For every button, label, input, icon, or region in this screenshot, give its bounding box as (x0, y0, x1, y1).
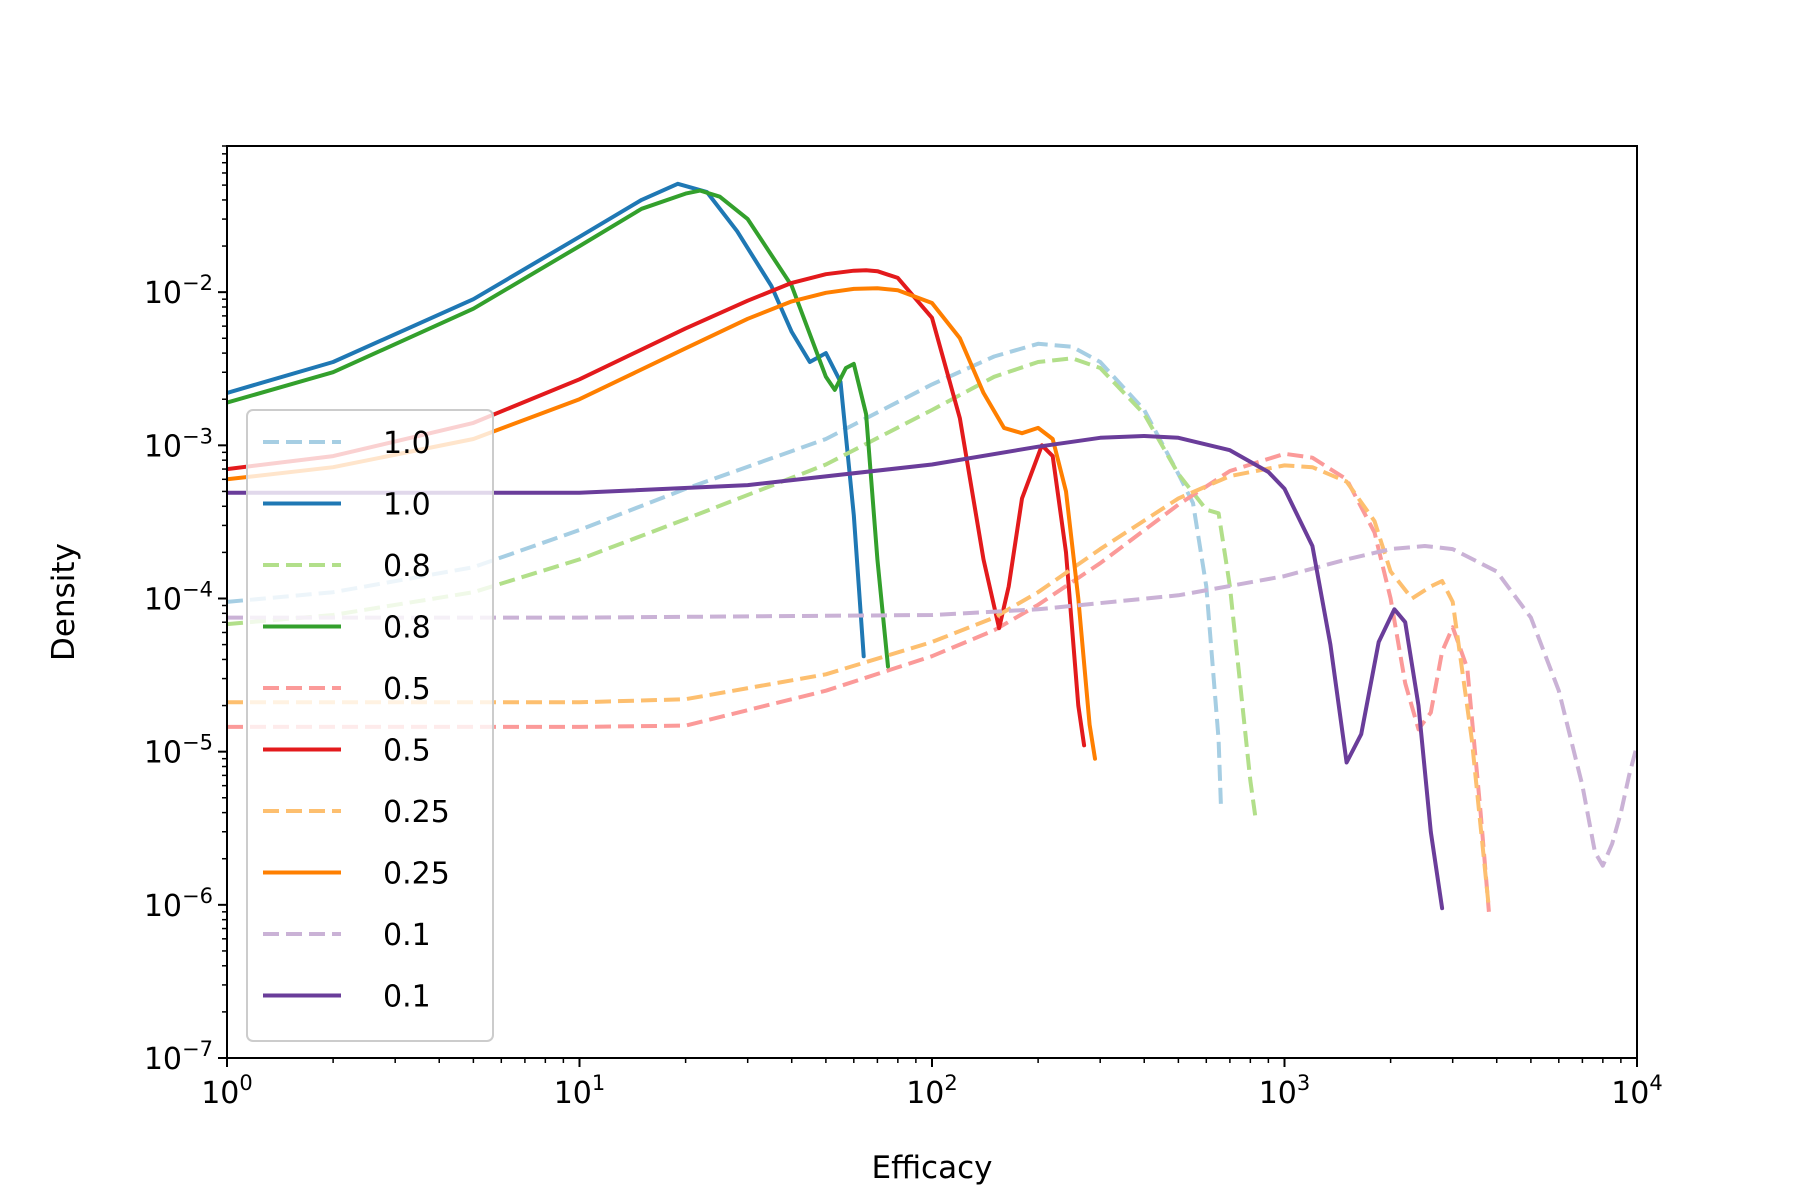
legend-label: 0.25 (383, 857, 450, 892)
y-tick-label-0: 10−7 (144, 1037, 213, 1077)
legend-box (246, 409, 494, 1042)
y-tick-base: 10 (144, 736, 182, 771)
y-axis-label: Density (46, 543, 82, 661)
y-tick-label-4: 10−3 (144, 424, 213, 464)
x-tick-exponent: 1 (592, 1071, 605, 1095)
series-line-0-1-dashed-8 (227, 544, 1637, 868)
legend-label: 1.0 (383, 426, 431, 461)
series-line-1-0-dashed-0 (227, 341, 1223, 805)
x-tick-exponent: 3 (1297, 1071, 1310, 1095)
y-tick-label-2: 10−5 (144, 731, 213, 771)
y-tick-exponent: −2 (182, 271, 213, 295)
legend-label: 0.8 (383, 549, 431, 584)
legend-label: 0.5 (383, 672, 431, 707)
y-tick-base: 10 (144, 276, 182, 311)
y-tick-base: 10 (144, 582, 182, 617)
x-tick-exponent: 4 (1649, 1071, 1662, 1095)
y-tick-label-3: 10−4 (144, 577, 213, 617)
y-tick-label-5: 10−2 (144, 271, 213, 311)
x-tick-exponent: 2 (944, 1071, 957, 1095)
series-line-0-8-dashed-2 (227, 356, 1258, 822)
series-line-0-5-dashed-4 (227, 451, 1491, 912)
x-tick-label-4: 104 (1611, 1071, 1663, 1111)
x-tick-base: 10 (201, 1076, 239, 1111)
x-tick-label-1: 101 (554, 1071, 606, 1111)
series-line-0-1-solid-9 (227, 434, 1445, 911)
y-tick-base: 10 (144, 1042, 182, 1077)
legend-label: 1.0 (383, 488, 431, 523)
y-tick-label-1: 10−6 (144, 884, 213, 924)
y-tick-base: 10 (144, 429, 182, 464)
x-tick-exponent: 0 (239, 1071, 252, 1095)
legend: 1.0 1.0 0.8 0.8 0.5 0.5 0.25 0.25 0.1 0.1 (246, 409, 494, 1042)
x-axis-label: Efficacy (872, 1150, 993, 1186)
series-line-0-25-dashed-6 (227, 463, 1491, 909)
x-tick-label-0: 100 (201, 1071, 253, 1111)
legend-label: 0.5 (383, 734, 431, 769)
y-tick-exponent: −3 (182, 424, 213, 448)
y-tick-exponent: −6 (182, 884, 213, 908)
y-tick-base: 10 (144, 889, 182, 924)
series-line-0-5-solid-5 (227, 268, 1087, 748)
series-line-1-0-solid-1 (227, 181, 866, 659)
x-tick-base: 10 (554, 1076, 592, 1111)
y-axis-ticks: 10−710−610−510−410−310−2 (144, 145, 227, 1077)
legend-label: 0.25 (383, 795, 450, 830)
x-axis-ticks: 100 101 102 103 104 (201, 1058, 1663, 1111)
series-line-0-25-solid-7 (227, 286, 1097, 761)
x-tick-base: 10 (1259, 1076, 1297, 1111)
series-layer (227, 181, 1637, 912)
x-tick-base: 10 (1611, 1076, 1649, 1111)
legend-label: 0.1 (383, 918, 431, 953)
legend-label: 0.8 (383, 611, 431, 646)
y-tick-exponent: −4 (182, 577, 213, 601)
y-tick-exponent: −7 (182, 1037, 213, 1061)
y-tick-exponent: −5 (182, 731, 213, 755)
x-tick-label-3: 103 (1259, 1071, 1311, 1111)
x-tick-label-2: 102 (906, 1071, 958, 1111)
legend-label: 0.1 (383, 980, 431, 1015)
x-tick-base: 10 (906, 1076, 944, 1111)
series-line-0-8-solid-3 (227, 188, 890, 669)
